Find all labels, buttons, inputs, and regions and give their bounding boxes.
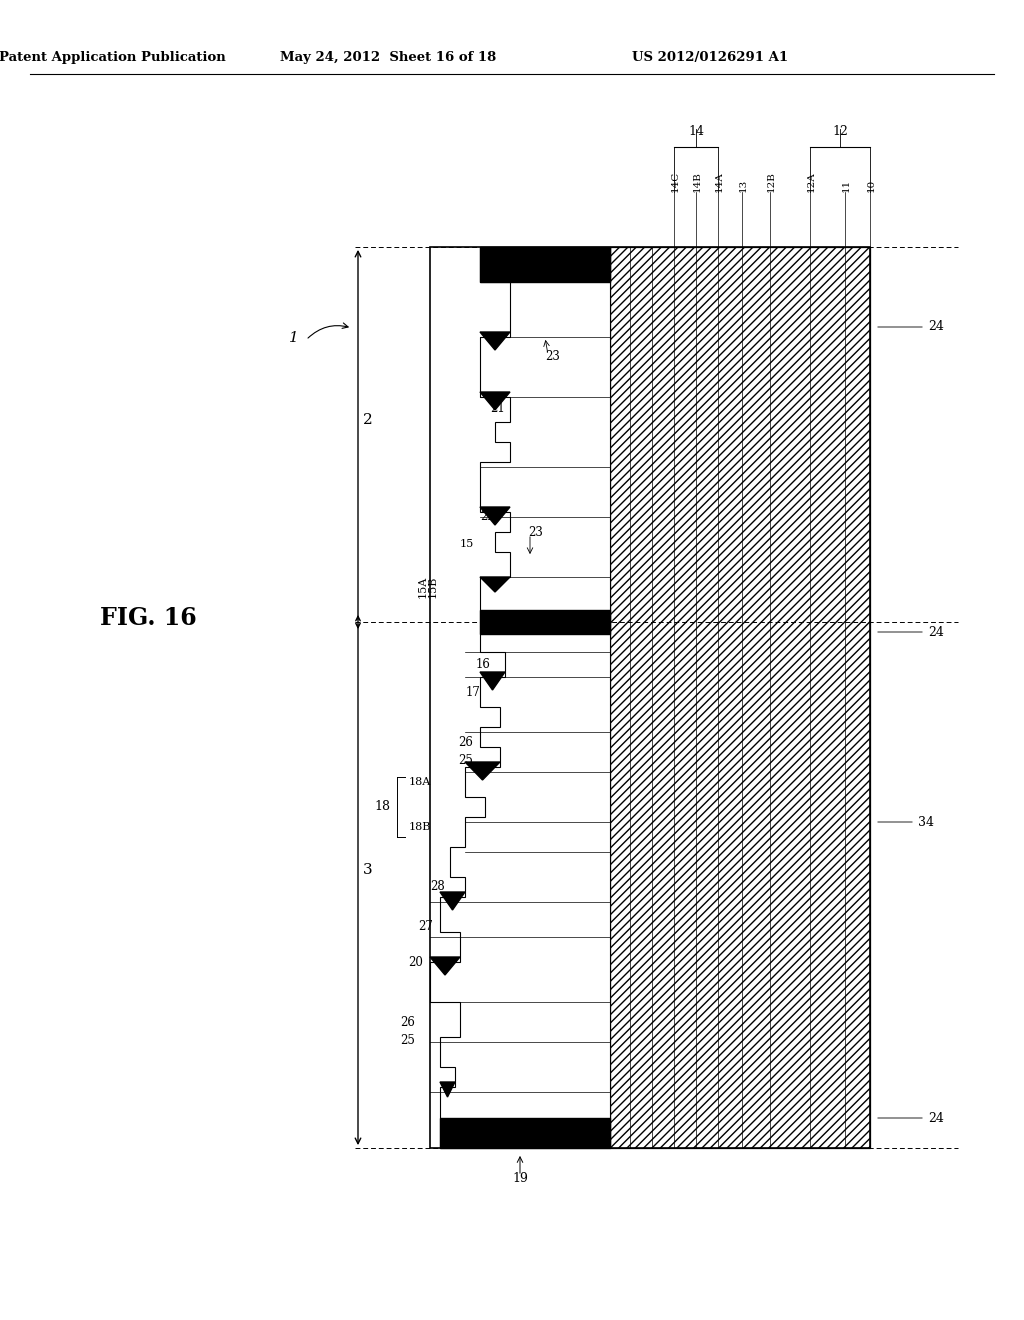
Text: 23: 23 bbox=[528, 525, 543, 539]
Text: 24: 24 bbox=[928, 626, 944, 639]
Text: US 2012/0126291 A1: US 2012/0126291 A1 bbox=[632, 50, 788, 63]
Polygon shape bbox=[440, 1118, 610, 1148]
Polygon shape bbox=[465, 762, 500, 780]
Text: 17: 17 bbox=[466, 685, 481, 698]
Polygon shape bbox=[440, 1082, 455, 1097]
Text: 1: 1 bbox=[289, 331, 299, 345]
Text: 20: 20 bbox=[408, 956, 423, 969]
Text: 11: 11 bbox=[842, 178, 851, 191]
Polygon shape bbox=[480, 392, 510, 411]
Text: 27: 27 bbox=[418, 920, 433, 933]
Text: 18A: 18A bbox=[409, 777, 431, 787]
Text: 24: 24 bbox=[928, 1111, 944, 1125]
Polygon shape bbox=[480, 247, 610, 622]
Bar bbox=[610, 247, 870, 1148]
Polygon shape bbox=[480, 247, 610, 282]
Text: 10: 10 bbox=[866, 178, 876, 191]
Text: 22: 22 bbox=[480, 511, 495, 524]
Text: 2: 2 bbox=[364, 413, 373, 426]
Text: 28: 28 bbox=[430, 880, 444, 894]
Text: 12B: 12B bbox=[767, 172, 775, 191]
Text: 15A: 15A bbox=[418, 576, 428, 598]
Text: 13: 13 bbox=[738, 178, 748, 191]
Text: 24: 24 bbox=[928, 321, 944, 334]
Text: 19: 19 bbox=[512, 1172, 528, 1184]
Text: 3: 3 bbox=[364, 863, 373, 876]
Text: 21: 21 bbox=[490, 403, 505, 416]
Text: 25: 25 bbox=[458, 754, 473, 767]
Bar bbox=[430, 247, 870, 1148]
Polygon shape bbox=[480, 672, 505, 690]
Text: 14A: 14A bbox=[715, 172, 724, 191]
Text: 25: 25 bbox=[400, 1034, 415, 1047]
Text: 18B: 18B bbox=[409, 822, 431, 832]
Text: 14: 14 bbox=[688, 125, 705, 139]
Text: 14B: 14B bbox=[692, 172, 701, 191]
Polygon shape bbox=[480, 333, 510, 350]
Polygon shape bbox=[480, 577, 510, 591]
Text: FIG. 16: FIG. 16 bbox=[99, 606, 197, 630]
Text: 12A: 12A bbox=[807, 172, 815, 191]
Text: 12: 12 bbox=[833, 125, 848, 139]
Polygon shape bbox=[480, 507, 510, 525]
Text: 14C: 14C bbox=[671, 170, 680, 191]
Polygon shape bbox=[430, 622, 610, 1148]
Polygon shape bbox=[430, 957, 460, 975]
Text: 16: 16 bbox=[476, 657, 490, 671]
Text: 26: 26 bbox=[400, 1015, 415, 1028]
Text: Patent Application Publication: Patent Application Publication bbox=[0, 50, 225, 63]
Polygon shape bbox=[480, 610, 610, 634]
Polygon shape bbox=[440, 892, 465, 909]
Text: 23: 23 bbox=[545, 351, 560, 363]
Text: 34: 34 bbox=[918, 816, 934, 829]
Text: 26: 26 bbox=[458, 735, 473, 748]
Text: 15B: 15B bbox=[428, 576, 438, 598]
Text: 15: 15 bbox=[460, 539, 474, 549]
Text: May 24, 2012  Sheet 16 of 18: May 24, 2012 Sheet 16 of 18 bbox=[280, 50, 496, 63]
Text: 18: 18 bbox=[374, 800, 390, 813]
